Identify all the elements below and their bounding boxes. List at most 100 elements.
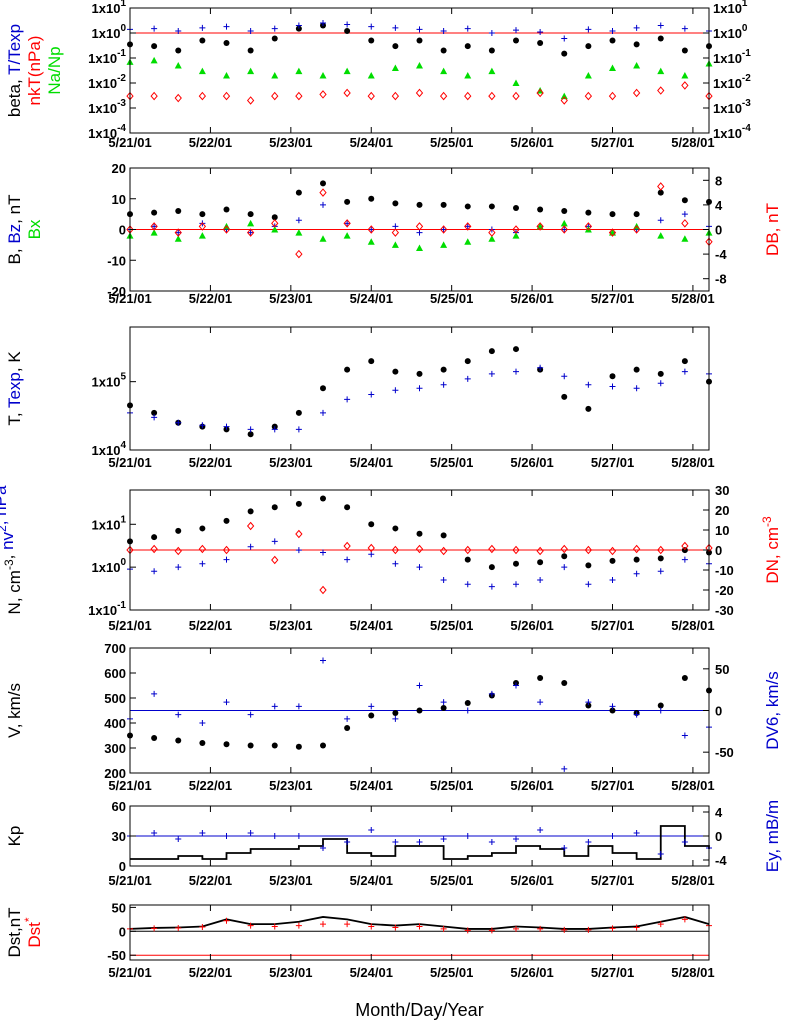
data-point [440,381,447,388]
data-point [585,405,592,412]
y-tick-label: 1x105 [92,372,127,390]
y-tick-exp: -3 [117,98,126,109]
y-tick-label: -50 [107,948,126,963]
data-point [367,91,375,101]
y-tick-exp: -1 [117,48,126,59]
data-point [681,916,688,923]
data-point [246,521,255,531]
data-point [561,845,568,851]
x-tick-label: 5/22/01 [189,965,232,980]
data-point [537,577,544,584]
data-point [198,91,207,101]
y-tick-label-right: -4 [715,853,727,868]
data-point [295,922,302,929]
data-point [343,541,351,551]
data-point [488,228,496,237]
y-axis-label-N-ylabel_right: DN, cm-3 [760,516,782,584]
data-point [368,226,375,233]
y-tick-label: 50 [112,900,126,915]
data-point [295,833,302,839]
data-point [633,366,640,373]
data-point [657,35,664,42]
data-point [320,495,326,502]
x-tick-label: 5/27/01 [591,135,634,150]
data-point [247,219,255,227]
data-point [439,225,448,234]
data-point [536,222,544,231]
data-point [391,228,400,237]
data-point [295,67,303,75]
data-point [464,71,472,79]
data-point [151,534,158,541]
x-tick-label: 5/26/01 [510,778,553,793]
y-tick-exp: 0 [120,557,126,568]
data-point [320,20,326,27]
data-point [561,926,568,933]
data-point [198,67,206,75]
y-axis-label-V-ylabel: V, km/s [5,683,24,738]
y-label-part: Kp [5,826,24,847]
data-point [608,91,617,101]
y-label-part: Ey, mB/m [763,800,782,872]
x-tick-label: 5/21/01 [108,618,151,633]
data-point [585,381,592,388]
data-point [223,423,230,430]
x-tick-label: 5/26/01 [510,455,553,470]
data-point [223,833,230,839]
x-tick-label: 5/23/01 [269,778,312,793]
data-point [537,28,544,35]
y-tick-label: 30 [112,829,126,844]
data-point [632,88,641,98]
data-point [513,925,519,932]
data-point [584,91,593,101]
y-label-part: V, km/s [5,683,24,738]
data-point [512,225,520,234]
data-point [368,923,375,930]
data-point [368,521,375,528]
y-tick-label: 1x10-2 [88,73,126,91]
data-point [271,25,278,32]
data-point [344,504,351,511]
data-point [391,91,400,101]
data-point [368,37,375,44]
x-tick-label: 5/21/01 [108,965,151,980]
data-point [223,206,230,213]
data-point [632,225,641,234]
y-axis-label-Kp-ylabel_right: Ey, mB/m [763,800,782,872]
data-point [392,525,399,532]
x-tick-label: 5/25/01 [430,618,473,633]
data-point [415,222,424,231]
data-point [151,414,158,421]
data-point [151,43,158,50]
data-point [488,927,495,934]
panel-Dst: 5/21/01 5/22/01 5/23/01 5/24/01 5/25/01 5/26/… [5,900,715,980]
data-point [247,711,254,718]
y-axis-label-Kp-ylabel: Kp [5,826,24,847]
series-B-black [127,180,712,221]
data-point [657,555,664,562]
data-point [271,833,278,839]
data-point [657,851,664,857]
data-point [223,699,230,706]
data-point [609,211,616,218]
data-point [271,538,278,545]
x-tick-label: 5/25/01 [430,135,473,150]
y-axis-label-Dst-ylabel: Dst,nT [5,907,24,957]
data-point [344,198,351,205]
data-point [488,839,495,845]
data-point [223,23,230,30]
y-tick-label: 400 [104,716,126,731]
y-tick-label: 700 [104,641,126,656]
data-point [223,39,230,46]
plot-frame-T [129,326,710,451]
data-point [151,925,158,932]
data-point [585,699,592,706]
data-point [633,924,640,931]
data-point [440,226,447,233]
y-axis-label-B-ylabel2: Bx [25,219,44,239]
data-point [344,366,351,373]
y-tick-base: 1x10 [713,51,742,66]
y-tick-base: 1x10 [713,26,742,41]
data-point [464,222,472,231]
data-point [150,544,158,554]
